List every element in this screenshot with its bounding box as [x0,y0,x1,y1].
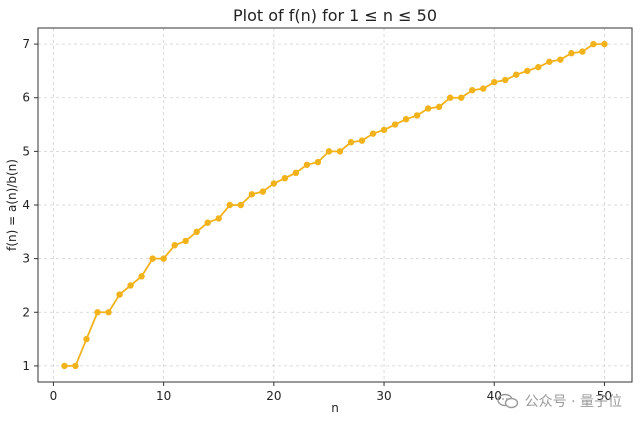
data-point [546,58,553,65]
data-point [568,50,575,57]
x-axis-label: n [331,401,339,415]
data-point [325,148,333,155]
data-point [303,161,311,168]
x-tick-label: 20 [266,389,281,403]
data-point [83,335,90,343]
data-point [61,362,68,370]
data-point [424,105,432,112]
data-point [557,56,564,63]
data-point [182,237,189,245]
data-point [171,242,178,249]
data-point [127,282,134,289]
y-tick-label: 2 [22,305,30,319]
data-point [380,126,388,134]
grid-lines [38,28,632,382]
data-point [391,121,399,128]
data-point [226,201,233,209]
data-point [248,191,255,198]
data-point [336,148,344,155]
data-point [314,158,322,166]
data-point [72,362,79,370]
data-point [502,76,509,84]
data-point [237,201,244,209]
y-tick-label: 5 [22,144,30,158]
data-point [491,78,498,86]
data-point [193,228,200,236]
data-point [204,219,211,226]
x-tick-label: 30 [376,389,391,403]
data-point [435,103,443,111]
data-point [281,174,289,182]
data-point [270,180,278,187]
y-axis-label: f(n) = a(n)/b(n) [5,159,19,251]
data-point [347,139,355,146]
data-point [160,255,167,262]
data-point [513,71,520,78]
data-point [105,309,112,316]
data-point [601,40,608,48]
data-point [369,130,377,137]
data-point [215,215,222,222]
data-point [579,48,586,55]
data-point [116,291,123,298]
x-tick-label: 10 [156,389,171,403]
data-point [413,112,421,119]
data-point [402,115,410,123]
chart-title: Plot of f(n) for 1 ≤ n ≤ 50 [233,6,437,25]
wechat-icon [496,393,518,409]
y-tick-label: 6 [22,91,30,105]
data-marks [61,40,608,370]
watermark: 公众号 · 量子位 [496,391,622,411]
data-point [469,87,476,94]
data-point [292,169,300,177]
x-tick-label: 50 [597,389,612,403]
data-point [358,137,366,144]
y-tick-label: 1 [22,359,30,373]
data-point [535,63,542,71]
data-point [446,94,454,101]
x-tick-label: 0 [50,389,58,403]
watermark-text: 公众号 · 量子位 [524,394,622,410]
data-point [149,255,156,262]
data-point [94,309,101,316]
data-point [259,188,267,195]
data-point [457,94,465,101]
data-point [524,67,531,75]
data-point [138,273,145,280]
data-point [590,40,597,48]
y-tick-label: 4 [22,198,30,212]
y-tick-label: 3 [22,252,30,266]
data-point [480,85,487,92]
y-tick-label: 7 [22,37,30,51]
